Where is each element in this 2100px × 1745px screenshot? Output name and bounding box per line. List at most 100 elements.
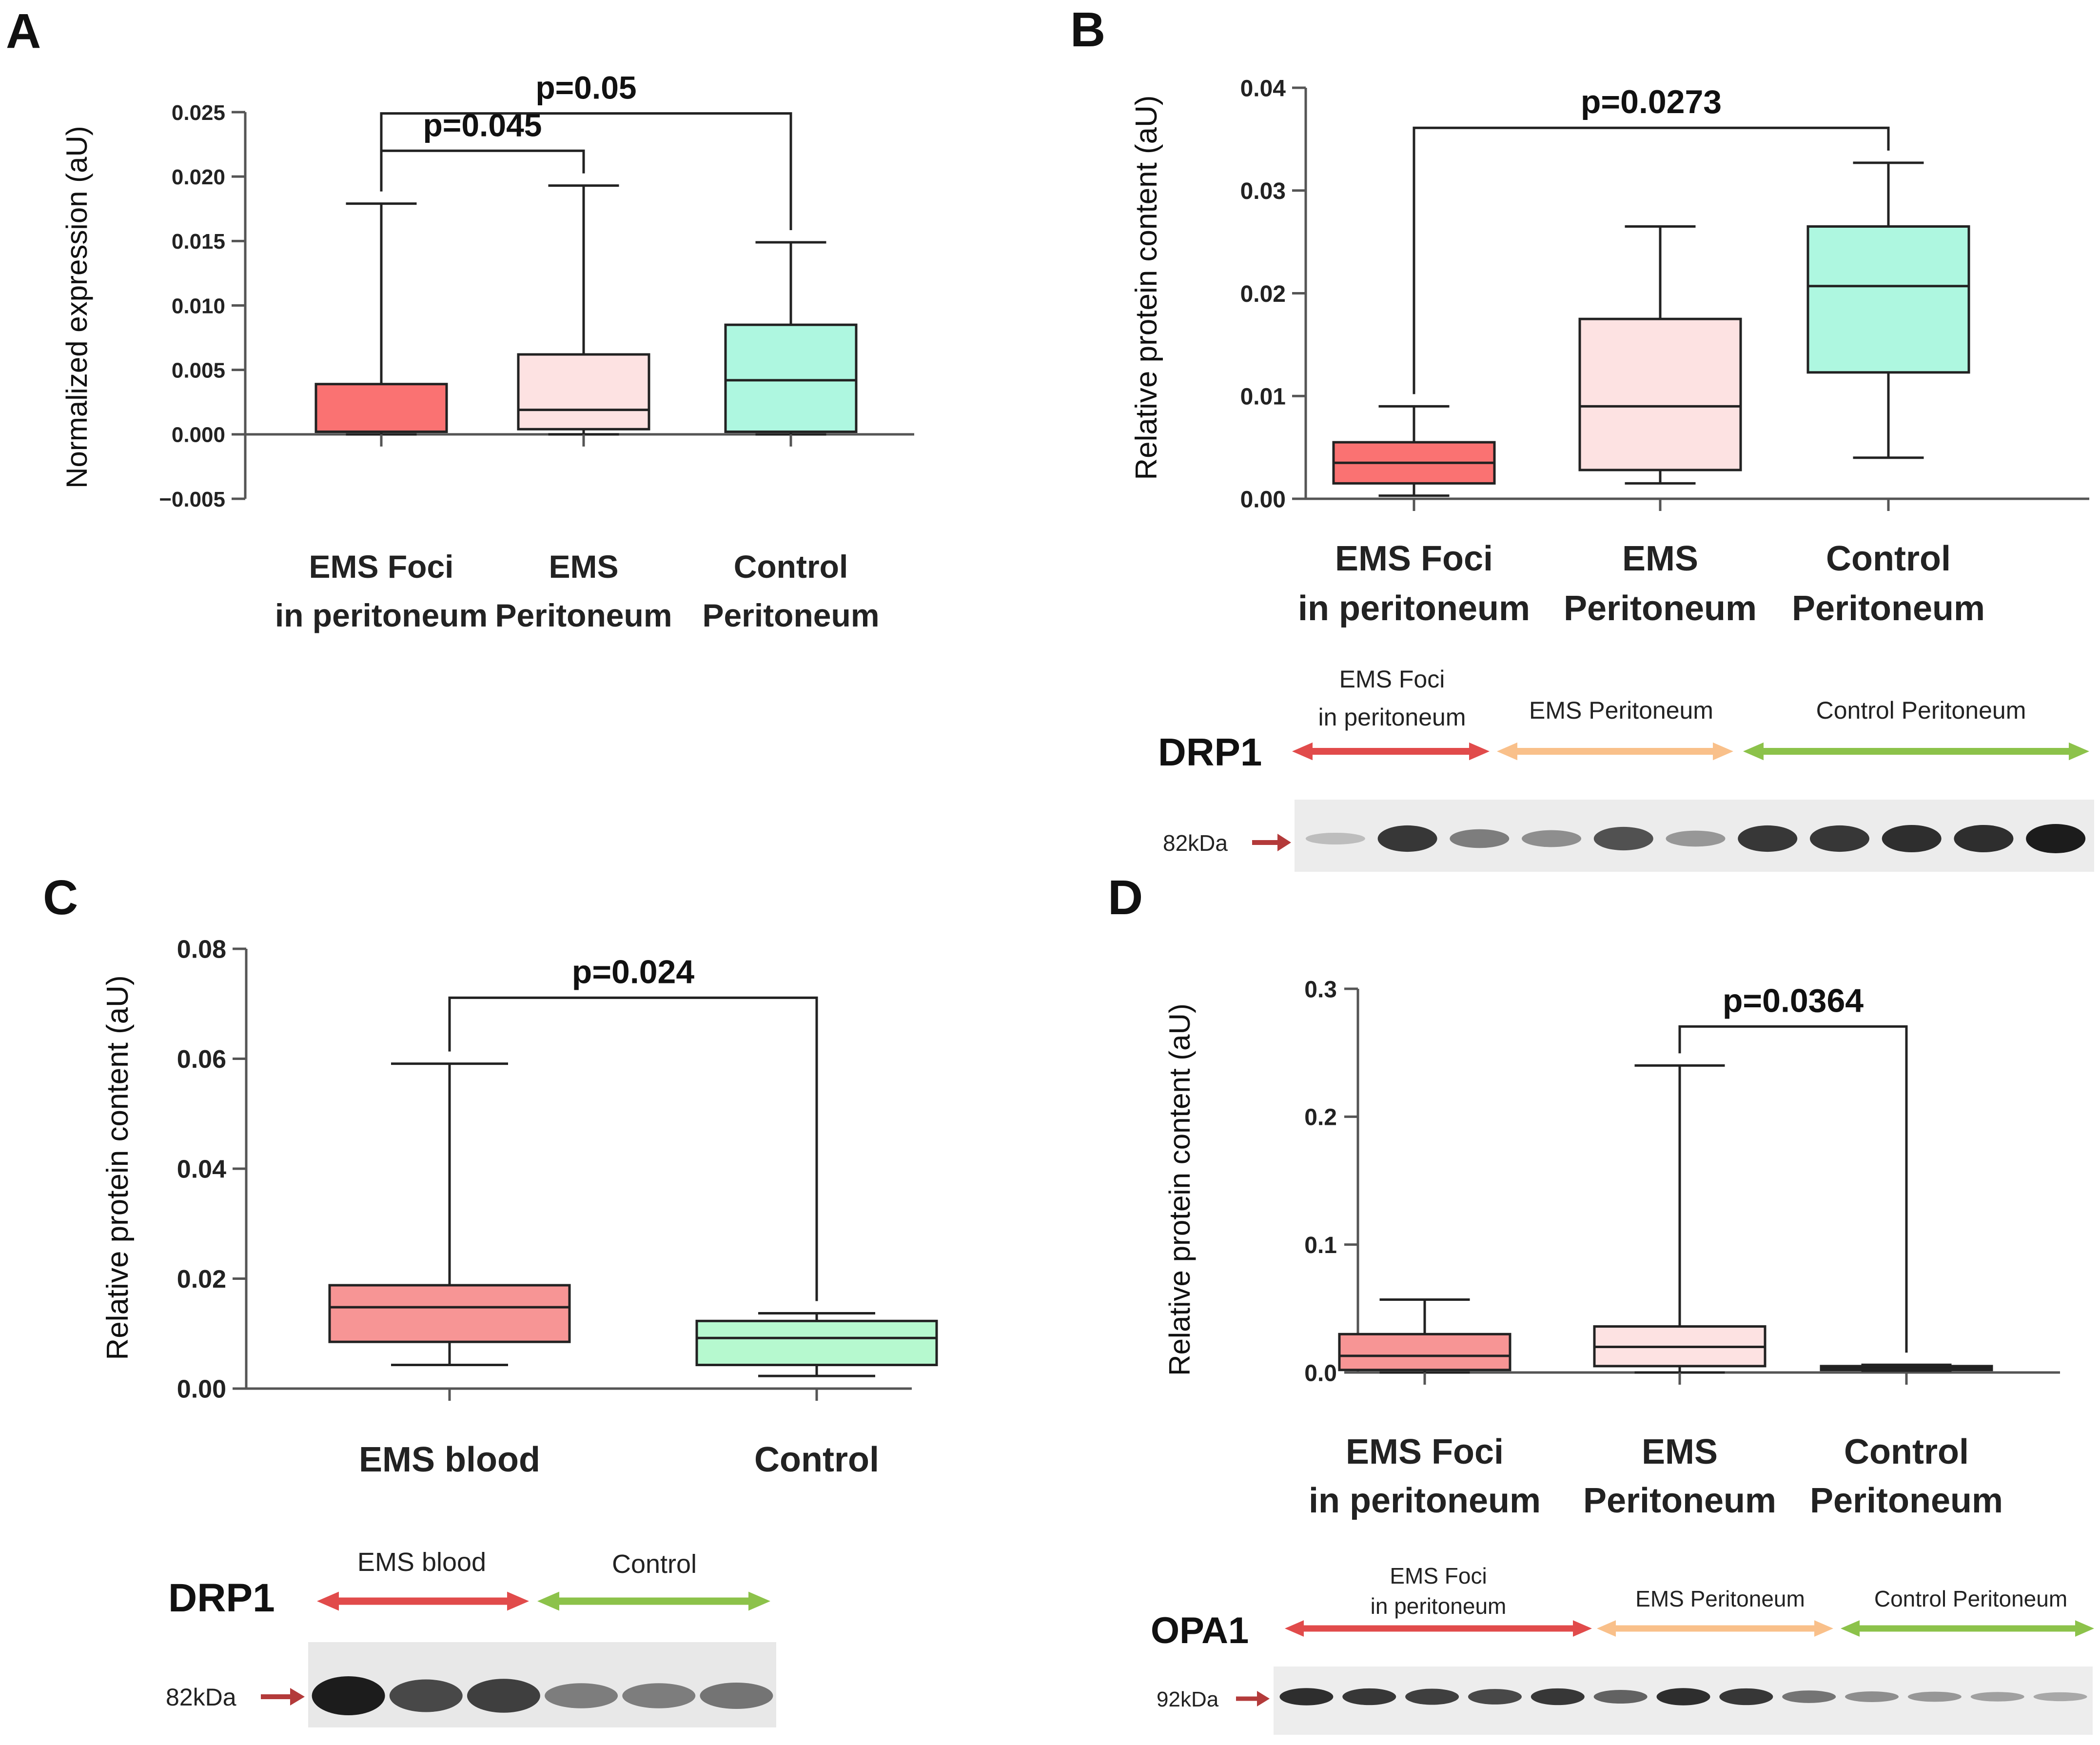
y-tick-label-2: 0.04 <box>177 1156 226 1184</box>
category-label-1-line1: EMS <box>549 549 618 585</box>
category-label-0-line1: EMS Foci <box>1346 1432 1504 1471</box>
box-iqr-0 <box>1338 1333 1511 1372</box>
blot-c-size-label: 82kDa <box>166 1684 236 1711</box>
band-5 <box>1666 830 1726 847</box>
arrow-d-ems <box>1597 1620 1833 1637</box>
box-1 <box>695 1312 938 1377</box>
band-7 <box>1809 825 1869 852</box>
y-axis-label: Relative protein content (aU) <box>101 975 135 1360</box>
blot-d-group-arrows <box>1285 1620 2094 1637</box>
blot-b-group-foci-line1: EMS Foci <box>1339 666 1445 693</box>
chart-c: 0.00 0.02 0.04 0.06 0.08 Relative protein con… <box>101 936 938 1479</box>
band-0 <box>1305 832 1365 845</box>
blot-b-bands <box>1305 824 2086 853</box>
category-label-2-line1: Control <box>1844 1432 1969 1471</box>
y-axis-label: Relative protein content (aU) <box>1163 1003 1196 1376</box>
blot-b-group-control: Control Peritoneum <box>1816 697 2026 724</box>
band-2 <box>1450 829 1510 848</box>
box-iqr-1 <box>517 353 650 431</box>
blot-d-size-marker <box>1236 1691 1270 1706</box>
arrow-c-ems-blood <box>317 1591 529 1611</box>
category-label-0-line1: EMS Foci <box>1335 539 1493 578</box>
p-value-label-0: p=0.0364 <box>1723 982 1864 1019</box>
band-8 <box>1782 1690 1836 1703</box>
category-label-0-line2: in peritoneum <box>275 597 488 633</box>
blot-d-group-foci-line1: EMS Foci <box>1390 1563 1487 1588</box>
category-label-0: EMS blood <box>359 1440 540 1479</box>
p-value-label-1: p=0.045 <box>423 107 542 143</box>
category-label-1-line2: Peritoneum <box>495 597 672 633</box>
category-label-0-line1: EMS Foci <box>309 549 453 585</box>
category-label-2-line2: Peritoneum <box>702 597 879 633</box>
significance-bracket-0 <box>448 996 818 1301</box>
box-1 <box>1578 225 1742 485</box>
box-iqr-2 <box>1806 225 1970 374</box>
chart-d: 0.0 0.1 0.2 0.3 Relative protein content (aU… <box>1163 977 2060 1520</box>
blot-c-size-marker <box>261 1688 305 1706</box>
panel-label-a: A <box>6 4 41 59</box>
band-4 <box>622 1683 696 1708</box>
box-2 <box>724 241 858 436</box>
box-0 <box>1332 405 1496 497</box>
y-tick-label-4: 0.015 <box>172 230 225 254</box>
category-label-2-line1: Control <box>734 549 848 585</box>
category-label-0-line2: in peritoneum <box>1309 1481 1541 1520</box>
category-label-0-line2: in peritoneum <box>1298 589 1530 628</box>
box-iqr-0 <box>328 1284 571 1343</box>
blot-b-size-marker <box>1252 834 1291 851</box>
band-7 <box>1719 1688 1773 1706</box>
y-tick-label-0: −0.005 <box>159 488 225 511</box>
band-4 <box>1531 1688 1585 1706</box>
category-label-2-line2: Peritoneum <box>1792 589 1985 628</box>
blot-d: EMS Foci in peritoneum EMS Peritoneum Co… <box>1151 1563 2094 1735</box>
band-6 <box>1656 1688 1710 1706</box>
band-1 <box>1377 825 1437 852</box>
y-tick-label-0: 0.00 <box>1240 487 1286 512</box>
y-tick-label-1: 0.01 <box>1240 384 1286 410</box>
blot-b-size-label: 82kDa <box>1163 830 1228 856</box>
arrow-d-foci <box>1285 1620 1592 1637</box>
band-1 <box>389 1679 463 1712</box>
y-tick-label-4: 0.04 <box>1240 76 1286 101</box>
box-0 <box>1338 1298 1511 1374</box>
y-tick-label-0: 0.00 <box>177 1375 226 1404</box>
y-tick-label-2: 0.2 <box>1304 1105 1337 1131</box>
y-tick-label-3: 0.3 <box>1304 977 1337 1002</box>
blot-b: EMS Foci in peritoneum EMS Peritoneum Co… <box>1158 666 2094 872</box>
box-1 <box>517 184 650 436</box>
y-tick-label-0: 0.0 <box>1304 1360 1337 1386</box>
band-2 <box>1405 1688 1459 1705</box>
box-2 <box>1806 161 1970 459</box>
band-10 <box>2026 824 2086 853</box>
y-tick-label-2: 0.02 <box>1240 281 1286 307</box>
band-10 <box>1907 1691 1962 1702</box>
blot-c-group-arrows <box>317 1591 770 1611</box>
blot-c-bands <box>312 1676 773 1715</box>
blot-d-title: OPA1 <box>1151 1610 1249 1651</box>
category-label-1-line1: EMS <box>1642 1432 1718 1471</box>
y-tick-label-3: 0.06 <box>177 1045 226 1074</box>
y-tick-label-5: 0.020 <box>172 165 225 189</box>
category-label-1-line1: EMS <box>1622 539 1698 578</box>
arrow-b-control <box>1743 742 2089 761</box>
band-9 <box>1845 1691 1899 1702</box>
box-iqr-0 <box>314 383 448 433</box>
band-12 <box>2033 1692 2087 1702</box>
category-label-1-line2: Peritoneum <box>1583 1481 1776 1520</box>
y-tick-label-6: 0.025 <box>172 101 225 125</box>
box-iqr-1 <box>695 1319 938 1367</box>
arrow-b-ems <box>1497 742 1733 761</box>
box-iqr-2 <box>724 323 858 433</box>
p-value-label-0: p=0.024 <box>572 953 695 990</box>
y-tick-label-3: 0.010 <box>172 294 225 318</box>
band-8 <box>1882 824 1942 853</box>
blot-d-group-control: Control Peritoneum <box>1874 1586 2067 1611</box>
blot-d-size-label: 92kDa <box>1157 1687 1219 1711</box>
p-value-label-0: p=0.05 <box>535 70 636 106</box>
box-0 <box>328 1062 571 1367</box>
band-9 <box>1954 824 2014 853</box>
blot-c-membrane <box>308 1642 776 1727</box>
y-axis-label: Normalized expression (aU) <box>60 126 93 489</box>
box-2 <box>1820 1363 1993 1372</box>
